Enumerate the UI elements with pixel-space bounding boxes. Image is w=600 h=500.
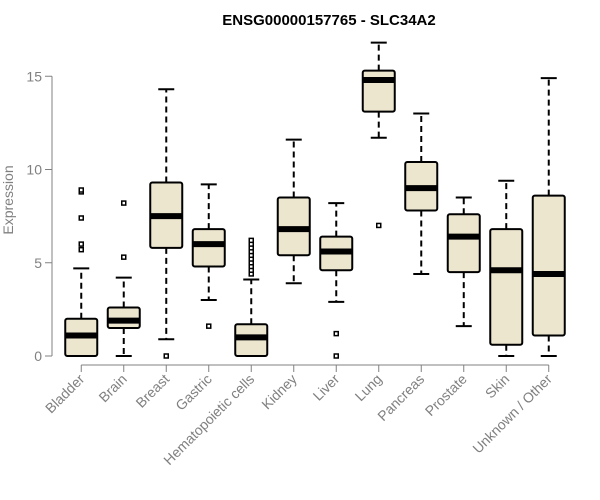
y-tick-label: 10 [26, 162, 42, 178]
y-axis: 0 5 10 15 [26, 68, 53, 364]
y-tick-label: 5 [34, 255, 42, 271]
outlier-point [78, 215, 84, 221]
x-tick-label: Kidney [258, 371, 300, 413]
x-tick-label: Prostate [422, 371, 470, 419]
box-kidney [276, 138, 311, 285]
x-tick-label: Skin [482, 371, 513, 402]
box-unknown-other [531, 77, 566, 357]
box-hematopoietic-cells [234, 237, 269, 358]
box-brain [106, 200, 141, 357]
box-liver [319, 202, 354, 359]
outlier-point [121, 200, 127, 206]
box-series [64, 41, 566, 359]
x-tick-label: Liver [310, 371, 343, 404]
y-axis-label: Expression [0, 165, 16, 234]
box-gastric [191, 183, 226, 329]
outlier-point [248, 237, 254, 244]
y-tick-label: 15 [26, 68, 42, 84]
outlier-point [376, 222, 382, 229]
box-pancreas [404, 112, 439, 275]
iqr-box [361, 69, 396, 113]
box-prostate [446, 196, 481, 328]
iqr-box [191, 228, 226, 268]
x-tick-label: Lung [352, 371, 385, 404]
x-tick-label: Brain [95, 371, 129, 405]
box-bladder [64, 187, 99, 358]
outlier-point [78, 187, 84, 193]
outlier-point [78, 241, 84, 247]
x-tick-label: Unknown / Other [469, 371, 555, 457]
iqr-box [489, 228, 524, 346]
outlier-point [206, 323, 212, 329]
outlier-point [121, 254, 127, 260]
outlier-point [163, 353, 169, 359]
iqr-box [446, 213, 481, 274]
x-tick-label: Bladder [42, 371, 88, 417]
outlier-point [78, 246, 84, 253]
outlier-point [333, 330, 339, 337]
chart-title: ENSG00000157765 - SLC34A2 [222, 12, 435, 29]
box-breast [149, 88, 184, 359]
iqr-box [531, 194, 566, 337]
y-tick-label: 0 [34, 348, 42, 364]
x-tick-label: Breast [132, 371, 172, 411]
x-tick-label: Pancreas [374, 371, 427, 424]
box-skin [489, 179, 524, 357]
box-lung [361, 41, 396, 229]
outlier-point [333, 353, 339, 359]
